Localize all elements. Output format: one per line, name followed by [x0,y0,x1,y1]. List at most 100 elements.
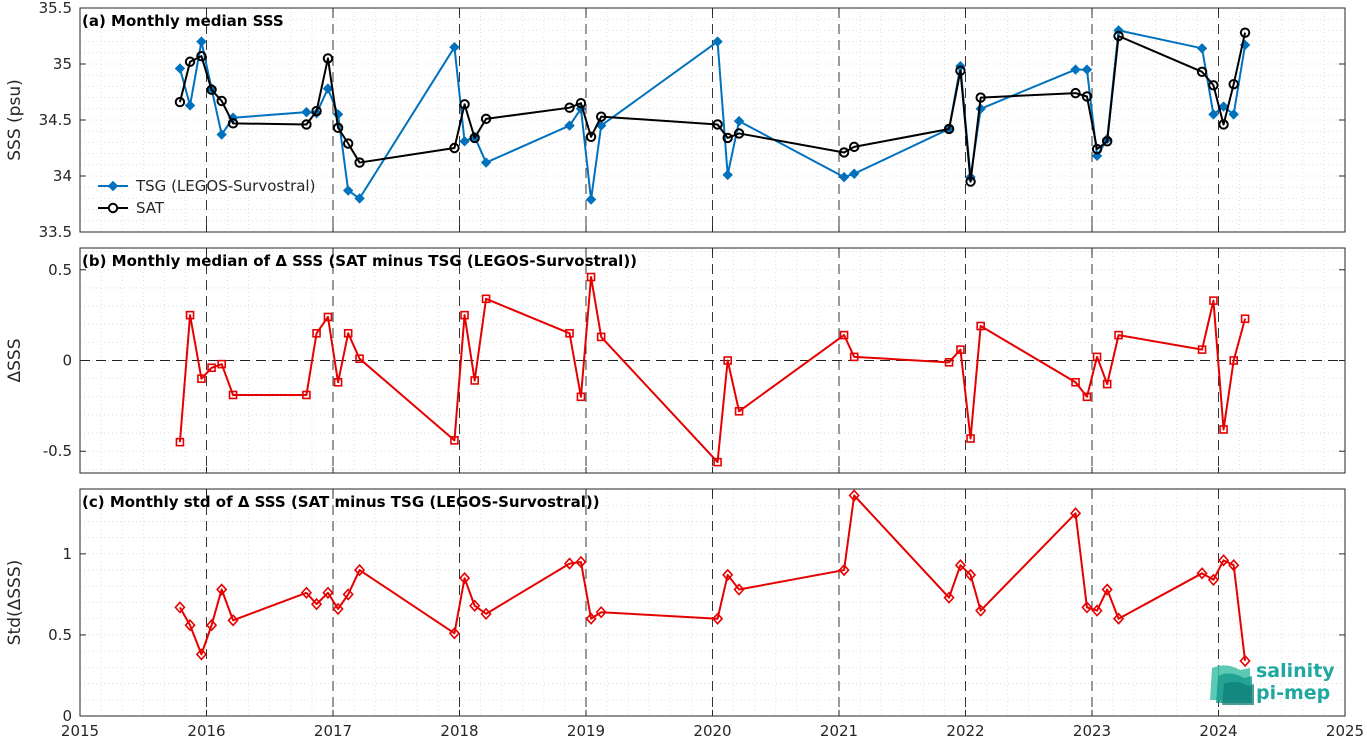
y-tick-label: 33.5 [39,223,72,241]
data-point [459,99,470,110]
data-point [1229,356,1238,365]
data-point [227,614,239,627]
data-point [944,358,954,367]
salinity-pimep-logo: salinity pi-mep [1210,660,1335,705]
data-point [734,407,744,416]
data-point [469,132,480,144]
y-tick-label: -0.5 [43,442,72,460]
data-point [1219,425,1228,434]
series-line [178,276,1247,464]
data-point [459,136,470,147]
data-point [976,321,985,331]
logo-text-pimep: pi-mep [1256,682,1330,704]
data-point [943,591,955,604]
panel-title: (b) Monthly median of Δ SSS (SAT minus T… [82,252,637,270]
series-line-0 [175,272,1250,467]
data-point [322,53,334,64]
data-point [480,157,492,168]
data-point [564,120,575,131]
data-point [712,119,723,130]
data-point [848,168,860,179]
data-point [228,390,238,400]
y-tick-label: 35 [53,55,72,73]
data-point [460,310,469,320]
data-point [185,310,195,320]
x-tick-label: 2023 [1073,722,1111,740]
data-point [1081,64,1093,75]
data-point [302,390,311,400]
data-point [184,56,196,67]
legend-entry: SAT [136,199,165,217]
data-point [355,354,364,363]
data-point [1101,583,1113,596]
data-point [575,555,587,569]
data-point [1070,87,1081,99]
series-line [179,494,1247,661]
data-point [596,332,606,342]
data-point [448,627,461,640]
data-point [575,98,587,109]
data-point [1101,136,1113,147]
y-tick-label: 35.5 [39,0,72,17]
y-axis-label: ΔSSS [5,338,25,382]
data-point [563,557,576,570]
data-point [1102,379,1112,389]
data-point [332,122,344,134]
data-point [964,568,977,582]
data-point [1208,80,1219,91]
y-tick-label: 34 [53,167,72,185]
data-point [1081,601,1093,614]
data-point [217,359,226,369]
data-point [1070,64,1081,75]
data-point [1196,567,1208,580]
data-point [322,83,334,94]
data-point [1218,101,1229,112]
x-tick-label: 2024 [1199,722,1237,740]
x-tick-label: 2021 [820,722,858,740]
data-point [323,312,333,322]
data-point [184,619,196,632]
data-point [481,294,491,304]
data-point [197,374,206,383]
series-line-0 [174,489,1251,668]
data-point [849,352,859,362]
data-point [216,95,227,107]
data-point [1218,119,1229,130]
data-point [1114,330,1123,340]
x-tick-label: 2022 [946,722,984,740]
data-point [342,138,354,149]
axes-box [79,247,1346,474]
data-point [322,586,334,599]
data-point [722,169,733,181]
data-point [332,602,344,616]
data-point [449,142,460,154]
data-point [565,328,574,338]
data-point [1092,352,1102,362]
wave-logo-icon [1210,665,1254,705]
data-point [585,194,597,205]
data-point [184,100,196,111]
data-point [711,612,724,625]
data-point [354,157,365,168]
data-point [216,129,227,140]
y-axis-label: SSS (psu) [5,79,25,160]
y-axis-label: Std(ΔSSS) [5,560,25,646]
x-tick-label: 2018 [440,722,478,740]
data-point [733,583,745,596]
data-point [174,63,186,74]
data-point [1197,345,1207,354]
data-point [449,41,460,53]
logo-text-salinity: salinity [1256,660,1335,682]
data-point [1196,66,1208,78]
data-point [1196,43,1208,54]
data-point [576,392,586,402]
data-point [1240,314,1250,324]
data-point [733,115,745,127]
axes-box [79,7,1346,233]
panel-title: (c) Monthly std of Δ SSS (SAT minus TSG … [82,493,600,511]
data-point [353,563,366,577]
data-point [354,193,365,204]
data-point [342,185,354,196]
data-point [301,119,312,130]
